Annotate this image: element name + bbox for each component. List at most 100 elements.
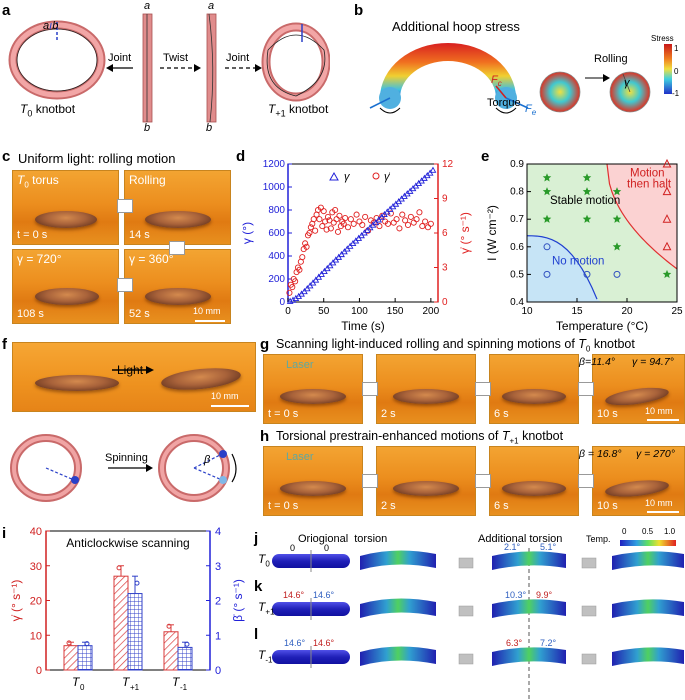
jkl-figure bbox=[272, 540, 684, 700]
g2-time: 2 s bbox=[381, 408, 396, 420]
h-photo-2: 2 s bbox=[376, 446, 476, 516]
e-point-stable bbox=[542, 214, 552, 223]
stress-max: 1 bbox=[674, 44, 679, 53]
g3-time: 6 s bbox=[494, 408, 509, 420]
h-photo-1: Laser t = 0 s bbox=[263, 446, 363, 516]
d-rate-point bbox=[333, 216, 340, 223]
d-ytick-left-label: 200 bbox=[268, 274, 285, 285]
e-ytick-label: 0.8 bbox=[510, 187, 524, 198]
d-gamma-point bbox=[289, 296, 297, 303]
e-point-nomotion bbox=[583, 270, 591, 278]
panel-g-label: g bbox=[260, 336, 270, 353]
i-dot-beta-T-1 bbox=[184, 641, 190, 647]
d-rate-point bbox=[347, 216, 354, 223]
e-nomotion-boundary bbox=[526, 235, 598, 300]
d-rate-point bbox=[320, 208, 327, 215]
f-ring-right-hl bbox=[160, 436, 228, 500]
l-rod-3 bbox=[492, 647, 566, 666]
e-region-nomotion: No motion bbox=[552, 256, 604, 268]
l-row-label: T-1 bbox=[258, 648, 273, 665]
c-arrow-right bbox=[117, 199, 133, 213]
i-ylabel-left: γ̇ (° s⁻¹) bbox=[9, 580, 23, 622]
d-rate-point bbox=[362, 213, 369, 220]
c2-time: 14 s bbox=[129, 229, 150, 241]
d-xtick-label: 200 bbox=[423, 306, 440, 317]
panel-j-label: j bbox=[254, 530, 259, 547]
joint-right-text: Joint bbox=[226, 52, 250, 64]
d-ytick-right-label: 6 bbox=[442, 228, 448, 239]
i-ytick-left-label: 40 bbox=[30, 526, 42, 538]
d-rate-point bbox=[316, 216, 323, 223]
d-rate-point bbox=[410, 219, 417, 226]
c1-torus bbox=[35, 211, 97, 228]
f-right-dot-2 bbox=[219, 476, 227, 484]
d-gamma-point bbox=[306, 282, 314, 289]
e-point-stable bbox=[662, 269, 672, 279]
d-rate-point bbox=[292, 278, 299, 285]
f-spin-arrowhead bbox=[146, 464, 153, 472]
panel-f-label: f bbox=[2, 336, 7, 353]
d-ylabel-right: γ̇ (° s⁻¹) bbox=[458, 212, 472, 254]
c-arrow-left bbox=[117, 278, 133, 292]
f-rot-arrow bbox=[231, 453, 237, 483]
d-gamma-point bbox=[426, 169, 434, 176]
g-arrow-2 bbox=[475, 382, 491, 396]
tp-torus-line bbox=[266, 34, 326, 97]
d-xtick-label: 50 bbox=[318, 306, 330, 317]
twist-arrowhead bbox=[194, 64, 201, 72]
d-rate-point bbox=[396, 225, 403, 232]
k-rod-3 bbox=[492, 599, 566, 618]
d-rate-point bbox=[422, 218, 429, 225]
d-legend-gamma-text: γ bbox=[344, 171, 351, 183]
e-xtick-label: 15 bbox=[571, 306, 583, 317]
e-nomotion-region bbox=[527, 235, 647, 302]
torque-curve-right bbox=[495, 107, 517, 114]
g4-torus bbox=[604, 384, 670, 409]
d-rate-point bbox=[306, 229, 313, 237]
e-xtick-label: 10 bbox=[521, 306, 533, 317]
d-rate-point bbox=[303, 243, 310, 250]
d-rate-point bbox=[323, 226, 330, 233]
h3-torus bbox=[502, 481, 566, 496]
c1-time: t = 0 s bbox=[17, 229, 48, 241]
temp-label: Temp. bbox=[586, 534, 611, 544]
g-scalebar bbox=[647, 419, 679, 421]
g1-time: t = 0 s bbox=[268, 408, 299, 420]
d-rate-point bbox=[302, 240, 309, 247]
d-rate-point bbox=[359, 221, 366, 228]
g-beta: β=11.4° bbox=[579, 356, 615, 368]
i-ytick-right-label: 1 bbox=[215, 630, 221, 642]
e-ytick-label: 0.4 bbox=[510, 297, 524, 308]
j-arrow-2 bbox=[581, 557, 597, 569]
d-ytick-left-label: 400 bbox=[268, 251, 285, 262]
i-dot-rate-T+1 bbox=[116, 565, 122, 571]
i-bar-rate-T-1 bbox=[163, 631, 179, 671]
d-rate-point bbox=[353, 211, 360, 218]
c-scalebar bbox=[195, 320, 225, 322]
e-point-nomotion bbox=[543, 270, 551, 278]
d-rate-point bbox=[404, 221, 412, 228]
a-ab-top: aıb bbox=[43, 20, 59, 32]
h1-time: t = 0 s bbox=[268, 500, 299, 512]
c2-label: Rolling bbox=[129, 173, 166, 187]
k-arrow-2 bbox=[581, 605, 597, 617]
i-xlabel-sub-T+1: +1 bbox=[130, 683, 140, 692]
d-gamma-point bbox=[323, 264, 331, 272]
l-rod-2 bbox=[360, 646, 436, 666]
d-rate-point bbox=[370, 219, 377, 226]
i-xlabel-T+1: T bbox=[122, 675, 131, 689]
f-spinning-figure bbox=[10, 434, 237, 502]
l-val-2: 7.2° bbox=[540, 638, 557, 648]
panel-d-label: d bbox=[236, 148, 246, 165]
panel-i-label: i bbox=[2, 525, 7, 542]
f-left-radius bbox=[45, 467, 75, 481]
i-ytick-left-label: 0 bbox=[36, 665, 42, 677]
f-right-radius bbox=[193, 453, 223, 469]
fc-label: Fc bbox=[491, 74, 502, 89]
d-rate-point bbox=[334, 228, 342, 235]
fe-left-arrow bbox=[369, 97, 391, 109]
i-bar-rate-T0 bbox=[63, 645, 79, 671]
c1-label: T0 torus bbox=[17, 173, 59, 190]
d-gamma-point bbox=[326, 262, 334, 269]
d-xtick-label: 0 bbox=[285, 306, 291, 317]
